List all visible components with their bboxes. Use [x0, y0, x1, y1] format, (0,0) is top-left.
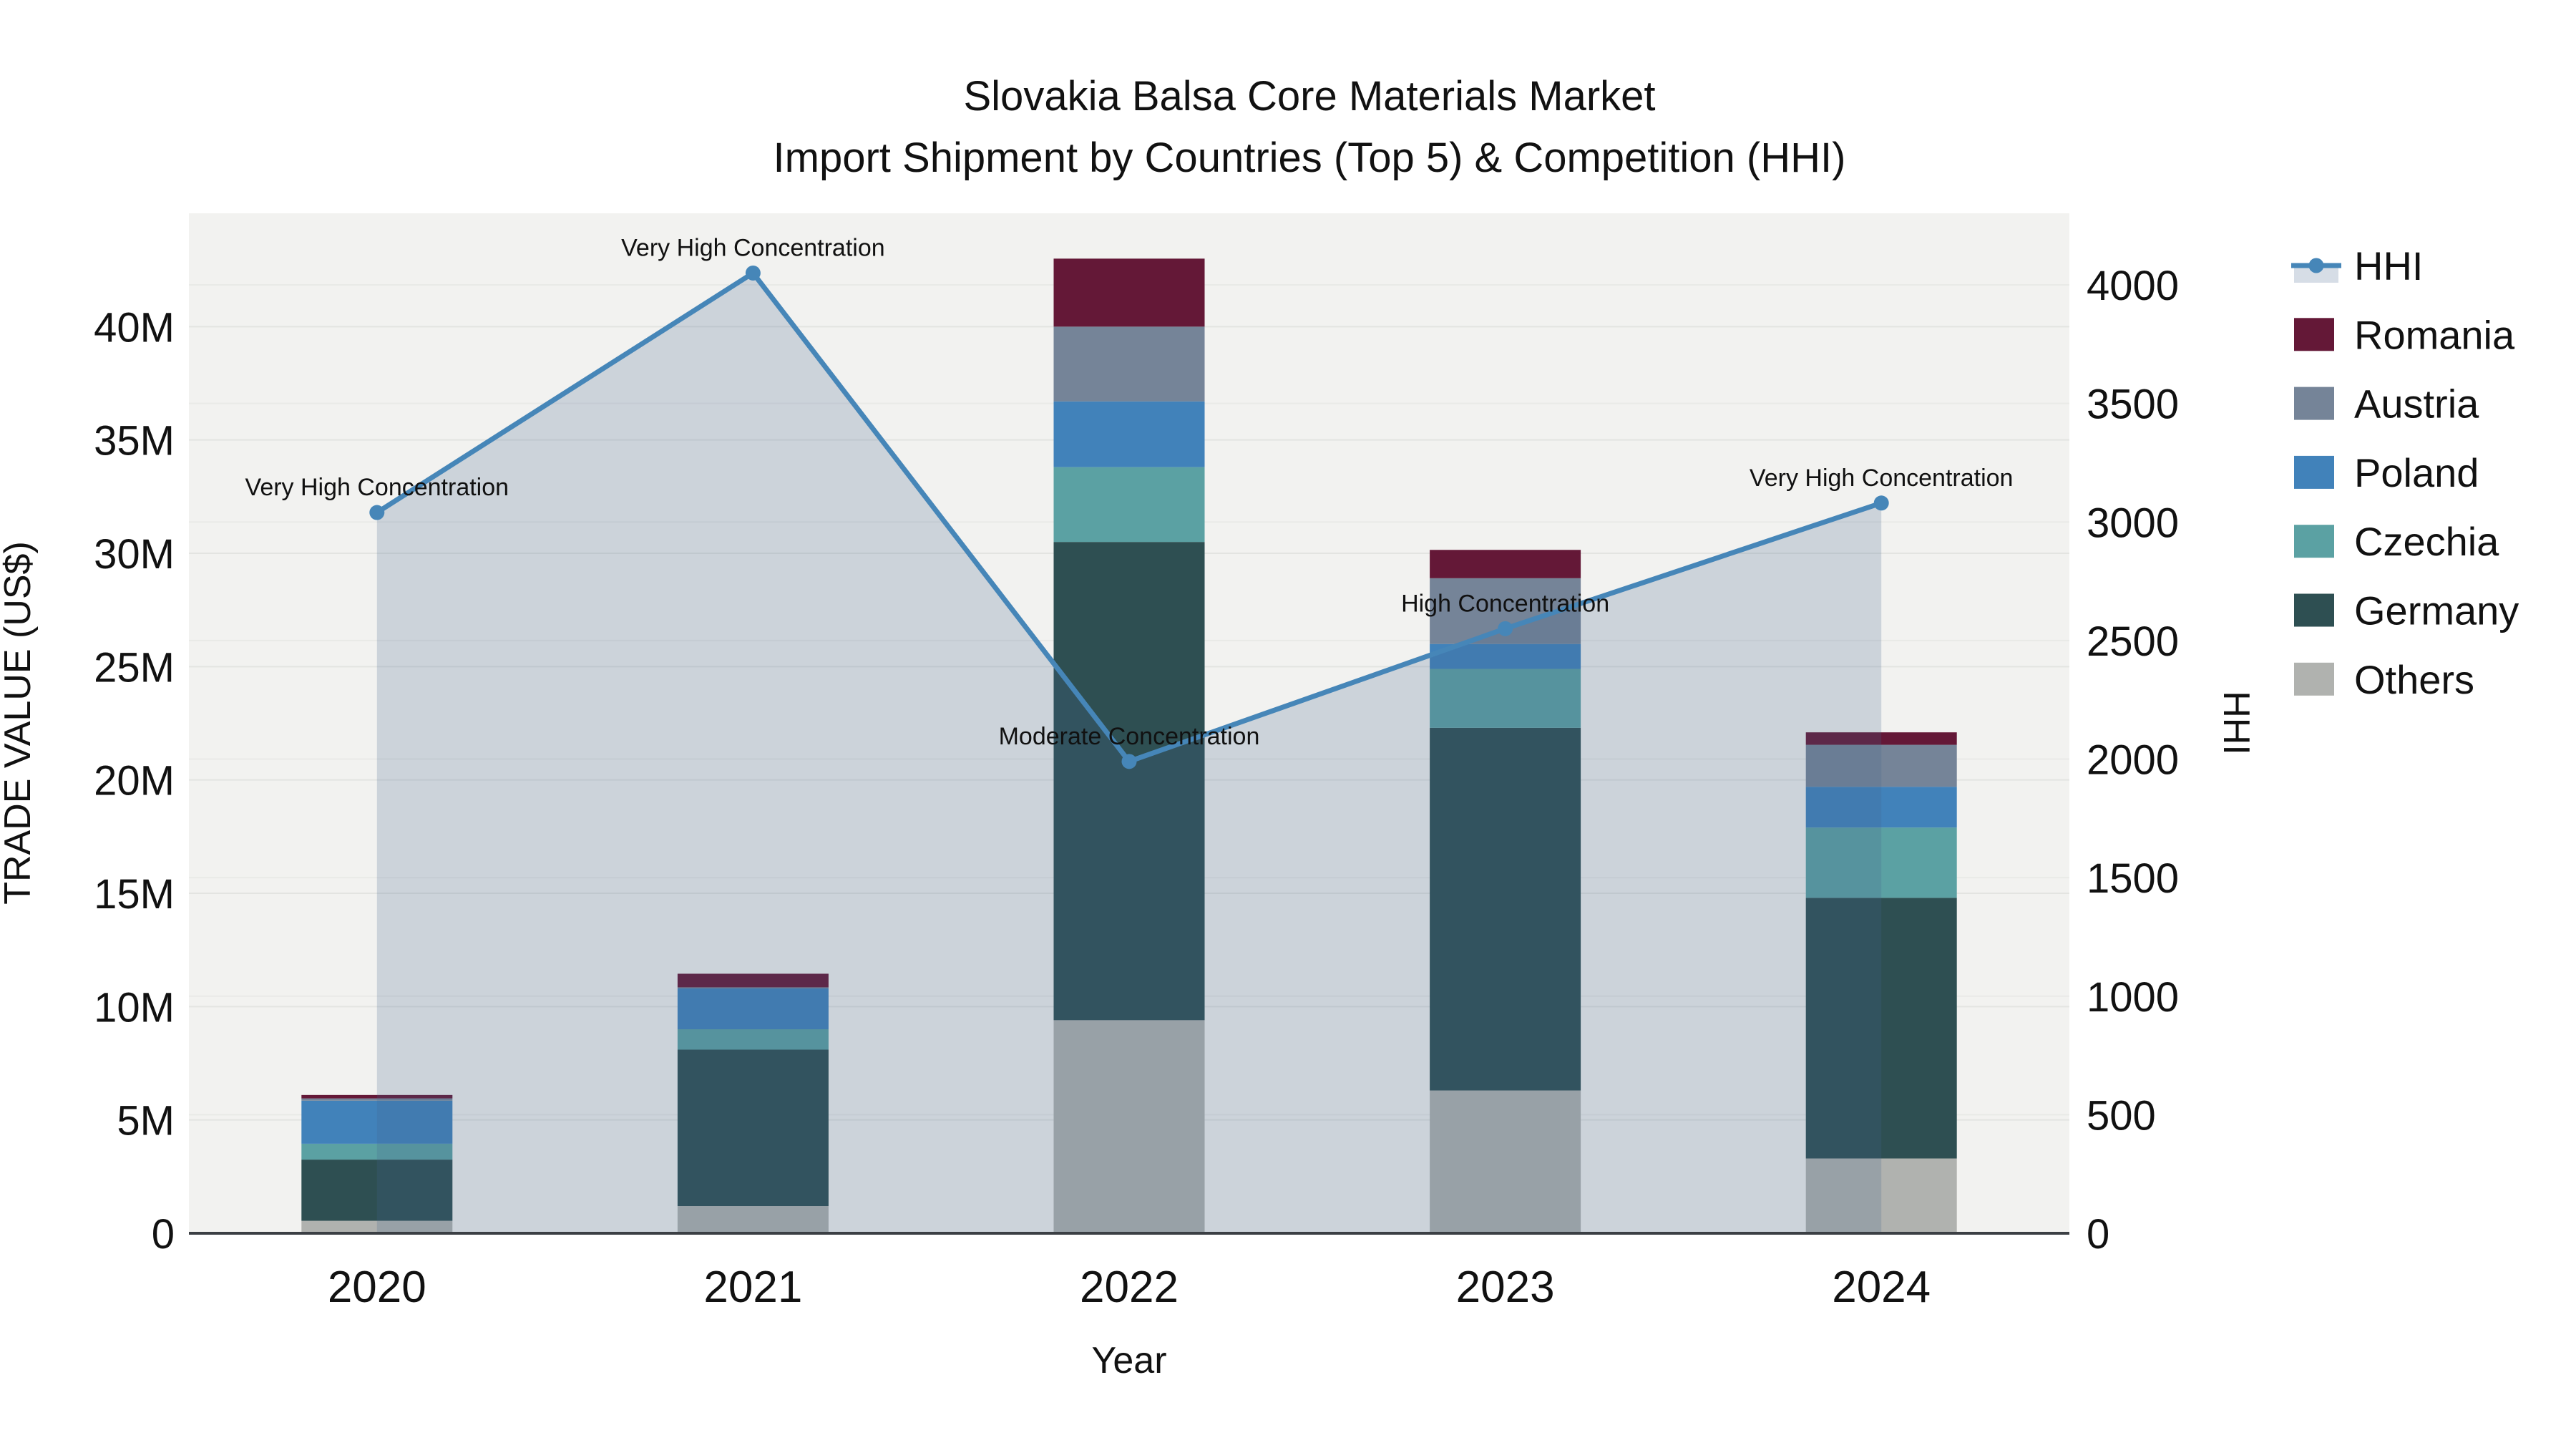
- legend-item-romania[interactable]: Romania: [2294, 312, 2515, 357]
- bar-segment-2020-romania[interactable]: [301, 1094, 453, 1099]
- legend-swatch-poland: [2294, 455, 2334, 489]
- x-tick-2020: 2020: [328, 1263, 426, 1312]
- hhi-point-2024[interactable]: [1873, 495, 1889, 511]
- bar-segment-2021-poland[interactable]: [677, 988, 829, 1029]
- legend-label-czechia: Czechia: [2354, 519, 2499, 564]
- x-tick-2023: 2023: [1456, 1263, 1555, 1312]
- legend-label-others: Others: [2354, 657, 2474, 702]
- bar-segment-2024-poland[interactable]: [1805, 787, 1957, 828]
- legend-swatch-germany: [2294, 593, 2334, 627]
- legend-hhi-marker: [2308, 258, 2324, 273]
- annotation-2022: Moderate Concentration: [999, 723, 1260, 750]
- y-left-tick-10M: 10M: [94, 984, 175, 1031]
- bar-segment-2020-others[interactable]: [301, 1220, 453, 1233]
- legend-item-hhi[interactable]: HHI: [2291, 243, 2423, 288]
- bar-segment-2023-germany[interactable]: [1430, 727, 1581, 1091]
- legend-item-others[interactable]: Others: [2294, 657, 2474, 702]
- bar-segment-2020-czechia[interactable]: [301, 1143, 453, 1160]
- y-right-tick-1000: 1000: [2087, 974, 2179, 1021]
- y-left-tick-25M: 25M: [94, 644, 175, 691]
- bar-segment-2023-others[interactable]: [1430, 1090, 1581, 1234]
- bar-segment-2024-romania[interactable]: [1805, 732, 1957, 745]
- legend-item-germany[interactable]: Germany: [2294, 588, 2519, 633]
- legend-label-austria: Austria: [2354, 382, 2479, 427]
- hhi-area-fill: [376, 273, 1882, 1233]
- y-left-tick-30M: 30M: [94, 531, 175, 578]
- annotation-2021: Very High Concentration: [621, 234, 885, 261]
- bar-segment-2020-austria[interactable]: [301, 1098, 453, 1101]
- bar-segment-2022-austria[interactable]: [1053, 326, 1205, 402]
- y-left-tick-20M: 20M: [94, 758, 175, 805]
- legend-label-germany: Germany: [2354, 588, 2519, 633]
- bar-segment-2022-poland[interactable]: [1053, 401, 1205, 467]
- y-right-tick-1500: 1500: [2087, 855, 2179, 902]
- annotation-2020: Very High Concentration: [245, 474, 509, 501]
- y-right-tick-3000: 3000: [2087, 500, 2179, 546]
- legend-swatch-austria: [2294, 387, 2334, 420]
- legend-swatch-others: [2294, 662, 2334, 696]
- bars-layer: [301, 258, 1957, 1234]
- y-left-tick-15M: 15M: [94, 871, 175, 918]
- bar-segment-2021-others[interactable]: [677, 1206, 829, 1233]
- x-axis-title: Year: [1091, 1340, 1166, 1381]
- bar-segment-2020-poland[interactable]: [301, 1100, 453, 1144]
- bar-segment-2021-czechia[interactable]: [677, 1029, 829, 1050]
- y-left-tick-5M: 5M: [117, 1098, 175, 1145]
- bar-segment-2024-austria[interactable]: [1805, 744, 1957, 787]
- y-right-tick-2500: 2500: [2087, 618, 2179, 665]
- legend-layer: HHI Romania Austria Poland Czechia Germany Oth…: [2291, 243, 2519, 702]
- y-axis-right-title: HHI: [2215, 691, 2257, 755]
- annotation-2024: Very High Concentration: [1750, 465, 2014, 492]
- bar-segment-2022-romania[interactable]: [1053, 258, 1205, 327]
- x-tick-2021: 2021: [703, 1263, 802, 1312]
- x-tick-2024: 2024: [1832, 1263, 1931, 1312]
- chart-title-line1: Slovakia Balsa Core Materials Market: [963, 73, 1655, 120]
- y-right-tick-0: 0: [2087, 1211, 2109, 1258]
- hhi-point-2021[interactable]: [745, 265, 761, 281]
- hhi-point-2022[interactable]: [1121, 754, 1137, 769]
- bar-segment-2021-austria[interactable]: [677, 987, 829, 988]
- y-axis-left-title: TRADE VALUE (US$): [0, 541, 39, 905]
- hhi-line-layer: [369, 265, 1889, 769]
- y-right-tick-3500: 3500: [2087, 382, 2179, 428]
- y-right-tick-4000: 4000: [2087, 263, 2179, 309]
- chart-title-line2: Import Shipment by Countries (Top 5) & C…: [774, 135, 1846, 181]
- bar-segment-2023-romania[interactable]: [1430, 550, 1581, 578]
- tick-labels-layer: 0 5M 10M 15M 20M 25M 30M 35M 40M 0 500 1000 1500 2000…: [94, 263, 2179, 1312]
- y-left-tick-40M: 40M: [94, 304, 175, 351]
- y-left-tick-0: 0: [152, 1211, 175, 1258]
- bar-segment-2024-others[interactable]: [1805, 1158, 1957, 1234]
- bar-segment-2022-others[interactable]: [1053, 1020, 1205, 1233]
- y-left-tick-35M: 35M: [94, 418, 175, 465]
- y-right-tick-500: 500: [2087, 1092, 2156, 1139]
- annotations-layer: Very High Concentration Very High Concent…: [245, 234, 2014, 749]
- hhi-point-2020[interactable]: [369, 505, 385, 520]
- bar-segment-2022-germany[interactable]: [1053, 542, 1205, 1021]
- legend-item-czechia[interactable]: Czechia: [2294, 519, 2499, 564]
- legend-label-poland: Poland: [2354, 450, 2479, 495]
- bar-segment-2021-germany[interactable]: [677, 1049, 829, 1207]
- bar-segment-2024-czechia[interactable]: [1805, 827, 1957, 898]
- x-tick-2022: 2022: [1080, 1263, 1179, 1312]
- legend-item-austria[interactable]: Austria: [2294, 382, 2479, 427]
- hhi-area-fill-layer: [376, 273, 1882, 1233]
- bar-segment-2021-romania[interactable]: [677, 973, 829, 988]
- legend-item-poland[interactable]: Poland: [2294, 450, 2479, 495]
- legend-label-romania: Romania: [2354, 312, 2515, 357]
- bar-segment-2020-germany[interactable]: [301, 1160, 453, 1221]
- bar-segment-2024-germany[interactable]: [1805, 898, 1957, 1159]
- annotation-2023: High Concentration: [1401, 590, 1609, 617]
- legend-swatch-czechia: [2294, 525, 2334, 558]
- bar-segment-2023-czechia[interactable]: [1430, 669, 1581, 728]
- legend-swatch-romania: [2294, 318, 2334, 351]
- legend-label-hhi: HHI: [2354, 243, 2423, 288]
- bar-segment-2022-czechia[interactable]: [1053, 467, 1205, 543]
- y-right-tick-2000: 2000: [2087, 737, 2179, 784]
- hhi-point-2023[interactable]: [1498, 621, 1513, 636]
